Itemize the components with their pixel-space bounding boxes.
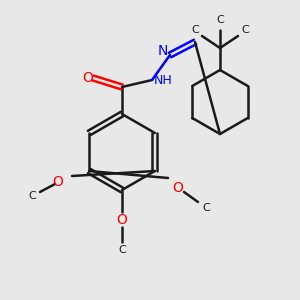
Text: NH: NH <box>154 74 172 86</box>
Text: O: O <box>82 71 93 85</box>
Text: C: C <box>241 25 249 35</box>
Text: C: C <box>28 191 36 201</box>
Text: C: C <box>191 25 199 35</box>
Text: O: O <box>52 175 63 189</box>
Text: C: C <box>216 15 224 25</box>
Text: N: N <box>158 44 168 58</box>
Text: O: O <box>172 181 183 195</box>
Text: C: C <box>202 203 210 213</box>
Text: C: C <box>118 245 126 255</box>
Text: O: O <box>117 213 128 227</box>
